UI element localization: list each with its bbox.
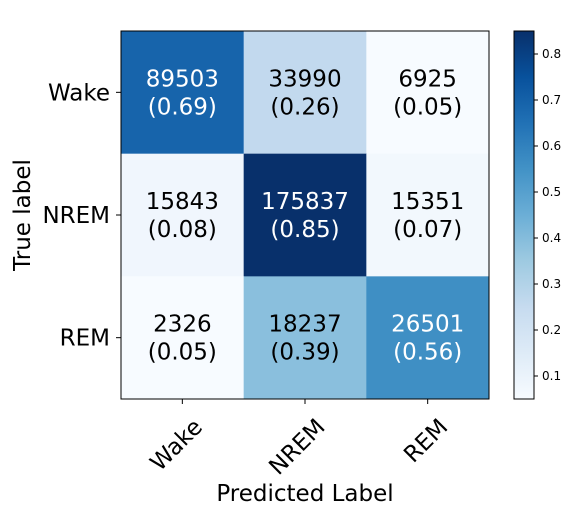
colorbar-tick-label: 0.6: [542, 139, 561, 153]
cell-fraction-label: (0.56): [393, 340, 462, 366]
matrix-cell-2-0: [121, 276, 245, 400]
cell-count-label: 2326: [153, 312, 212, 338]
cell-count-label: 15351: [391, 189, 464, 215]
matrix-cells: [121, 31, 490, 400]
colorbar-tick-label: 0.1: [542, 369, 561, 383]
cell-fraction-label: (0.85): [270, 217, 339, 243]
x-tick-label: NREM: [264, 414, 330, 480]
colorbar-tick-label: 0.8: [542, 47, 561, 61]
cell-count-label: 6925: [398, 66, 457, 92]
cell-labels: 89503(0.69)33990(0.26)6925(0.05)15843(0.…: [146, 66, 465, 365]
cell-fraction-label: (0.39): [270, 340, 339, 366]
colorbar-tick-label: 0.5: [542, 185, 561, 199]
matrix-cell-0-0: [121, 31, 245, 155]
cell-fraction-label: (0.05): [393, 94, 462, 120]
colorbar-tick-label: 0.7: [542, 93, 561, 107]
x-tick-label: Wake: [146, 414, 208, 476]
cell-count-label: 33990: [268, 66, 341, 92]
matrix-cell-0-2: [366, 31, 490, 155]
colorbar-tick-label: 0.2: [542, 323, 561, 337]
cell-fraction-label: (0.26): [270, 94, 339, 120]
cell-fraction-label: (0.05): [148, 340, 217, 366]
y-tick-label: NREM: [42, 203, 110, 229]
y-tick-label: REM: [60, 326, 110, 352]
x-tick-label: REM: [399, 414, 453, 468]
cell-count-label: 15843: [146, 189, 219, 215]
matrix-cell-1-2: [366, 153, 490, 277]
matrix-cell-2-2: [366, 276, 490, 400]
colorbar-tick-label: 0.4: [542, 231, 561, 245]
cell-fraction-label: (0.07): [393, 217, 462, 243]
matrix-cell-1-1: [243, 153, 367, 277]
cell-count-label: 26501: [391, 312, 464, 338]
y-axis-ticks: Wake NREM REM: [42, 80, 121, 352]
colorbar-tick-label: 0.3: [542, 277, 561, 291]
cell-count-label: 18237: [268, 312, 341, 338]
cell-count-label: 175837: [261, 189, 349, 215]
cell-fraction-label: (0.08): [148, 217, 217, 243]
x-axis-ticks: Wake NREM REM: [146, 399, 453, 480]
colorbar: [513, 30, 535, 400]
y-axis-label: True label: [10, 159, 36, 272]
colorbar-ticks: 0.1 0.2 0.3 0.4 0.5 0.6 0.7 0.8: [534, 47, 561, 383]
cell-count-label: 89503: [146, 66, 219, 92]
matrix-cell-0-1: [243, 31, 367, 155]
matrix-cell-2-1: [243, 276, 367, 400]
x-axis-label: Predicted Label: [216, 481, 393, 507]
matrix-cell-1-0: [121, 153, 245, 277]
cell-fraction-label: (0.69): [148, 94, 217, 120]
y-tick-label: Wake: [48, 80, 110, 106]
